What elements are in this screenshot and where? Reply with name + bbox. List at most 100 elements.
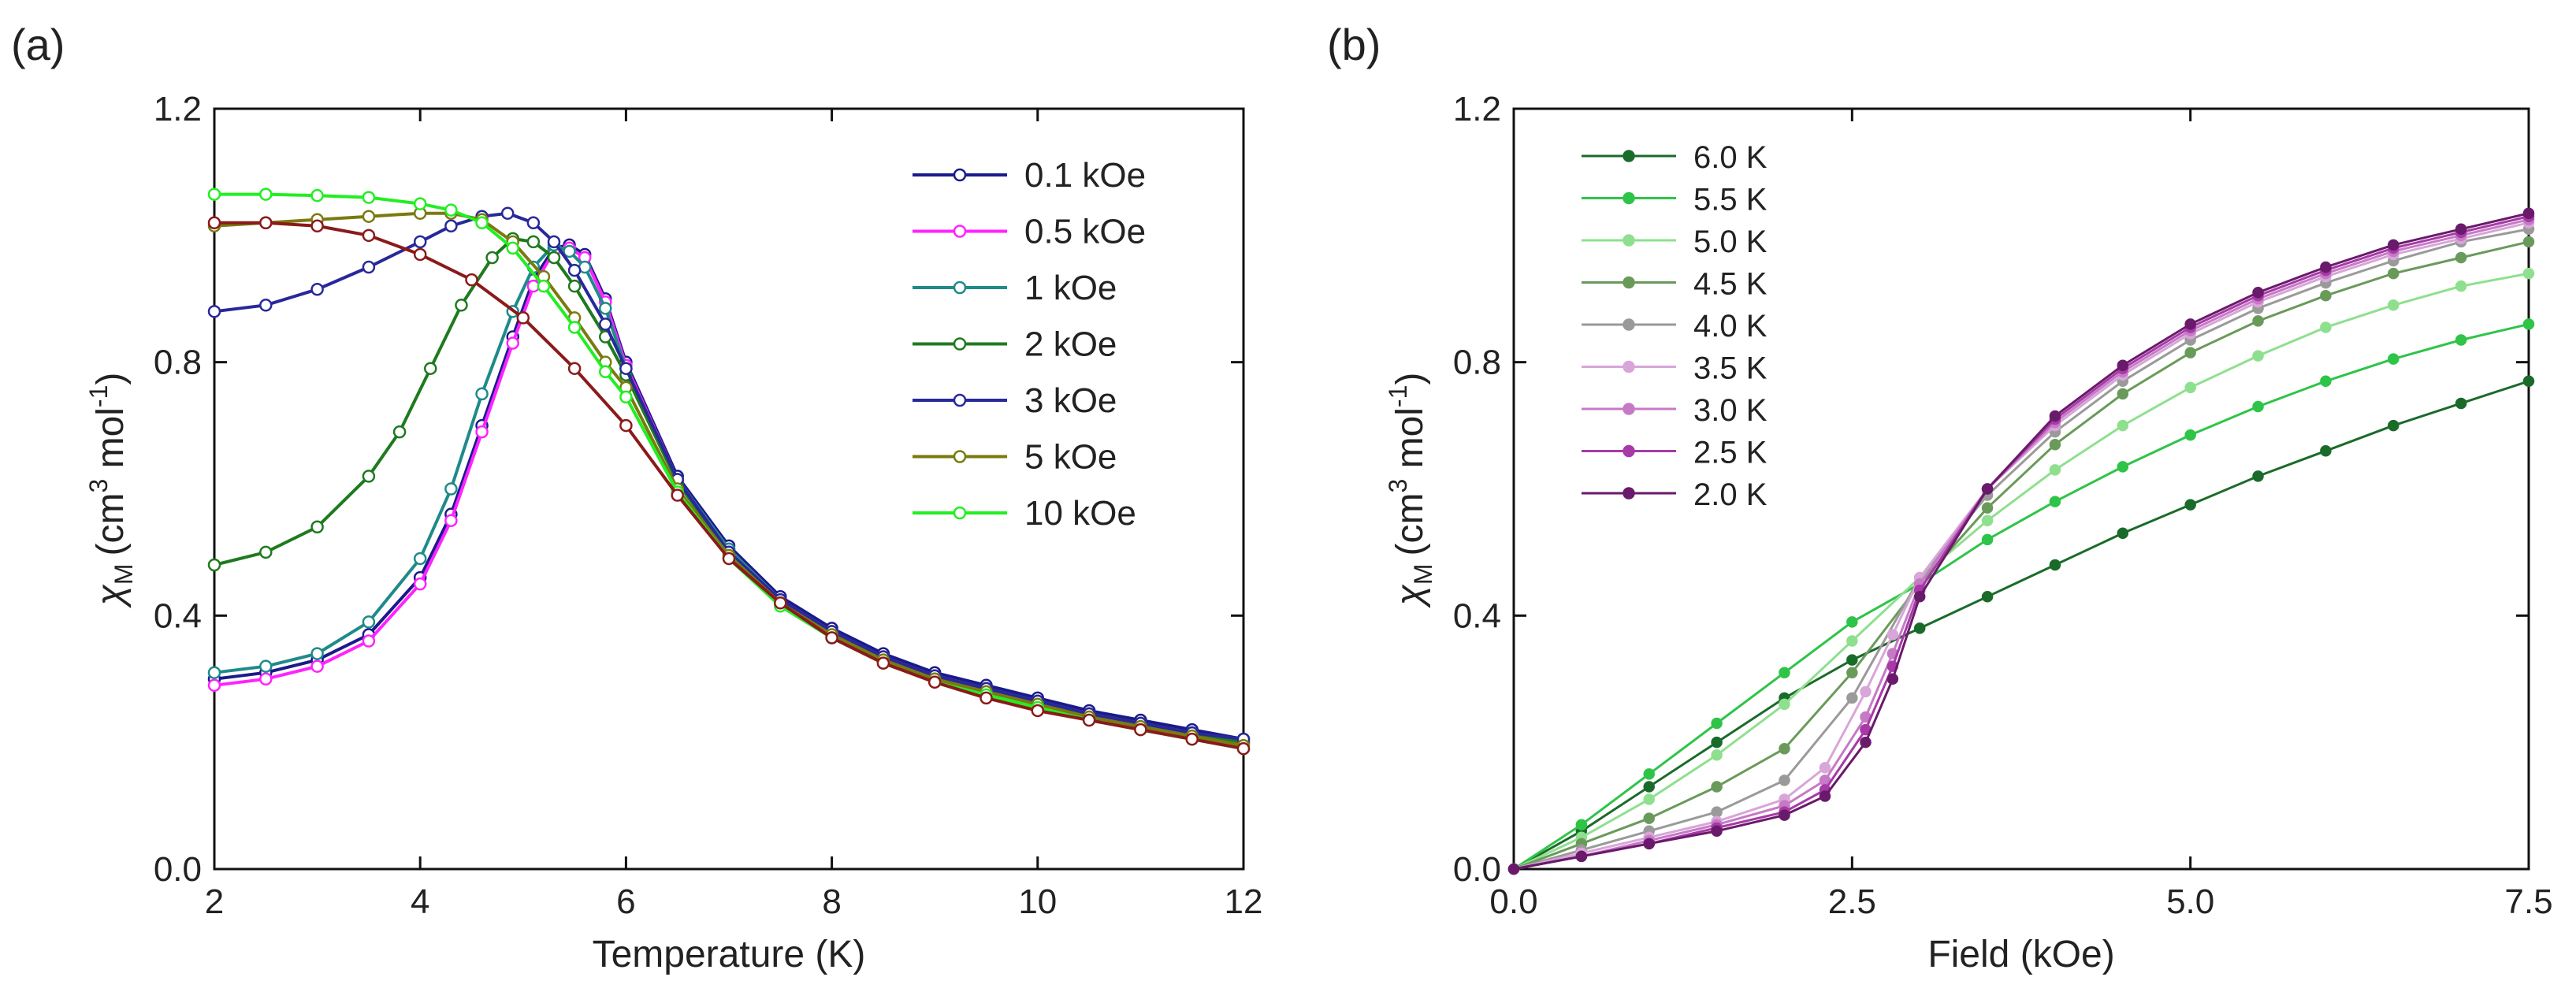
data-point [1846, 635, 1858, 647]
data-point [1819, 790, 1831, 802]
data-point [362, 228, 376, 243]
data-point [1860, 736, 1872, 749]
data-point [2117, 388, 2129, 400]
data-point [2388, 419, 2399, 432]
data-point [362, 210, 376, 223]
x-tick-label: 5.0 [2166, 882, 2214, 921]
data-point [2252, 470, 2264, 482]
series-line [1513, 218, 2530, 871]
legend-swatch-marker [953, 225, 967, 238]
legend-swatch-marker [953, 450, 967, 463]
data-point [2455, 334, 2467, 346]
data-point [2522, 375, 2535, 388]
data-point [2184, 499, 2196, 511]
data-point [444, 203, 458, 217]
data-point [547, 235, 561, 249]
legend-label: 2.5 K [1693, 436, 1768, 470]
y-axis-label-part: M [110, 564, 138, 585]
data-point [1643, 768, 1655, 780]
data-point [207, 305, 221, 318]
data-point [207, 678, 221, 693]
data-point [1981, 483, 1994, 495]
data-point [310, 219, 324, 233]
y-axis-label-part: -1 [84, 385, 113, 407]
data-point [671, 488, 684, 502]
y-axis-label-part: 3 [84, 479, 113, 493]
legend-label: 5.5 K [1693, 183, 1768, 217]
data-point [1711, 825, 1723, 837]
legend-swatch-marker [953, 506, 967, 520]
legend-label: 10 kOe [1024, 494, 1136, 533]
data-point [1886, 629, 1899, 641]
x-tick-label: 0.0 [1489, 882, 1537, 921]
data-point [2184, 318, 2196, 330]
data-point [619, 418, 633, 433]
data-point [722, 552, 736, 566]
data-point [2320, 321, 2332, 333]
data-point [1134, 723, 1147, 737]
panel-a-chart: 2 4 6 8 10 12 0.0 0.4 0.8 1.2 Temperature (K) χM (cm… [84, 90, 1262, 975]
data-point [563, 244, 576, 258]
legend-swatch-marker [1623, 487, 1635, 500]
data-point [259, 216, 273, 229]
data-point [2184, 347, 2196, 358]
legend-label: 5 kOe [1024, 438, 1117, 477]
data-point [2117, 359, 2129, 371]
data-point [310, 647, 324, 660]
series-line [214, 236, 1244, 745]
data-point [599, 302, 612, 315]
legend-label: 2.0 K [1693, 477, 1768, 512]
x-tick-label: 2 [205, 882, 224, 921]
data-point [259, 299, 273, 312]
data-point [2522, 207, 2535, 219]
data-point [413, 247, 427, 262]
series-line [214, 243, 1244, 741]
series-line [1513, 240, 2530, 871]
data-point [2388, 299, 2399, 311]
data-point [413, 577, 427, 591]
panel-b-label: (b) [1327, 20, 1381, 69]
plot-frame [1512, 107, 2530, 871]
data-point [1711, 736, 1723, 749]
data-point [2522, 318, 2535, 330]
data-point [876, 656, 890, 670]
data-point [2522, 267, 2535, 280]
series-line [1513, 322, 2530, 871]
x-tick-label: 10 [1018, 882, 1057, 921]
data-point [444, 219, 458, 233]
data-point [1643, 838, 1655, 850]
data-point [979, 691, 993, 705]
legend-label: 0.5 kOe [1024, 213, 1146, 251]
y-axis-label-part: 3 [1384, 479, 1412, 493]
data-point [1779, 667, 1790, 678]
data-point [455, 299, 468, 312]
data-point [259, 659, 273, 673]
panel-a-label: (a) [11, 20, 65, 69]
data-point [1860, 685, 1872, 698]
data-point [465, 273, 478, 287]
data-point [1819, 762, 1831, 774]
data-point [424, 362, 437, 375]
data-point [259, 188, 273, 201]
data-point [2388, 239, 2399, 251]
data-point [259, 545, 273, 559]
legend-swatch-marker [953, 337, 967, 351]
data-point [567, 321, 582, 334]
data-point [1981, 533, 1994, 546]
series-line [1513, 228, 2530, 871]
series-line [214, 211, 1244, 748]
data-point [362, 634, 376, 648]
data-point [2252, 400, 2264, 413]
data-point [1779, 809, 1790, 821]
data-point [1643, 812, 1655, 824]
data-point [1913, 590, 1926, 603]
data-point [2049, 410, 2061, 422]
x-tick-label: 4 [411, 882, 429, 921]
data-point [1886, 673, 1899, 685]
data-point [1846, 654, 1858, 666]
y-axis-label-part: mol [90, 407, 132, 479]
y-axis-label-part: mol [1389, 407, 1431, 479]
x-tick-label: 2.5 [1828, 882, 1876, 921]
series-line [1513, 215, 2530, 871]
series-line [1513, 212, 2530, 871]
